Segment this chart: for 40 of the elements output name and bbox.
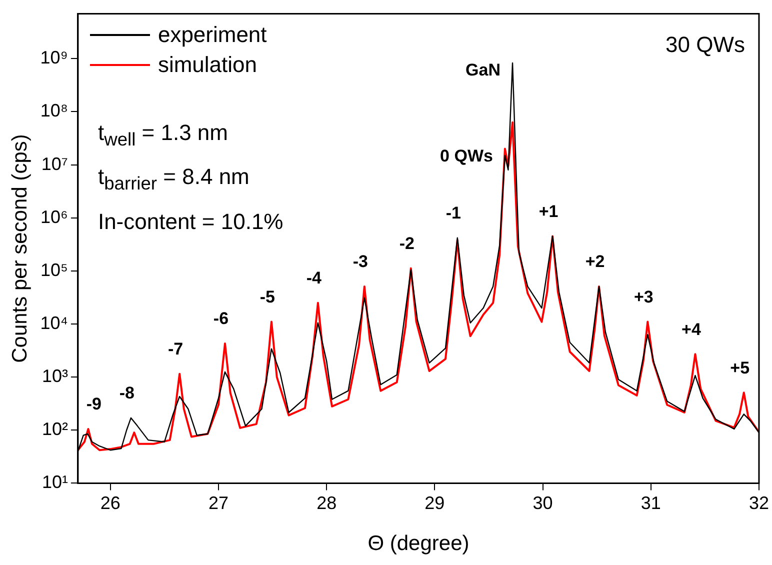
x-tick-label: 32 [748,492,770,513]
annotation: -2 [399,234,414,253]
y-tick-label: 10⁵ [40,260,68,280]
annotation: -3 [352,252,368,272]
x-tick-label: 26 [100,492,120,513]
x-tick-label: 29 [424,492,445,513]
y-tick-label: 10⁷ [41,154,68,174]
annotation: 30 QWs [666,32,745,58]
x-tick-label: 31 [640,492,661,513]
x-tick-label: 28 [316,492,337,513]
y-tick-label: 10¹ [42,472,68,492]
annotation: GaN [466,60,501,80]
y-tick-label: 10⁴ [40,312,68,333]
legend-label: experiment [158,20,267,49]
annotation: +3 [634,287,654,306]
annotation: In-content = 10.1% [98,208,284,236]
annotation: +1 [538,202,558,221]
annotation: t$_{well}$ = 1.3 nm [98,118,229,152]
annotation: -7 [168,340,184,359]
annotation: +2 [585,252,605,272]
annotation: +5 [730,358,750,378]
y-tick-label: 10³ [42,366,68,386]
y-tick-label: 10² [42,419,68,440]
y-axis-title: Counts per second (cps) [8,134,32,363]
annotation: 0 QWs [440,146,493,166]
annotation: -1 [446,204,461,223]
annotation: t$_{barrier}$ = 8.4 nm [98,163,250,196]
annotation: +4 [682,320,702,339]
y-tick-label: 10⁶ [40,206,68,227]
legend-label: simulation [158,50,257,79]
annotation: -8 [119,384,134,403]
x-tick-label: 30 [532,492,553,513]
annotation: -9 [86,394,102,414]
x-axis-title: Θ (degree) [368,532,470,556]
y-tick-label: 10⁹ [40,48,68,68]
annotation: -5 [260,287,276,306]
annotation: -6 [213,309,229,328]
x-tick-label: 27 [208,492,228,513]
annotation: -4 [306,268,322,288]
y-tick-label: 10⁸ [40,100,68,121]
